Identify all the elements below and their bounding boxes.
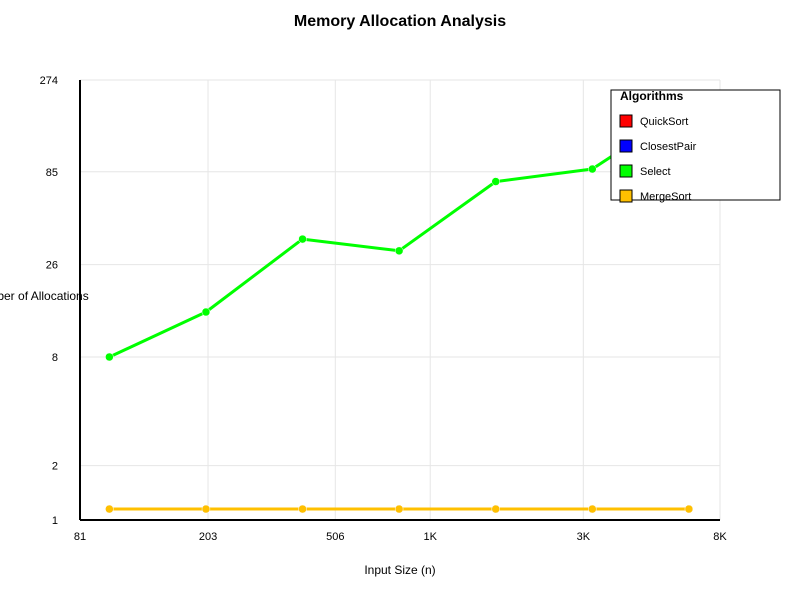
tick-labels: 81 203 506 1K 3K 8K 1 2 8 26 85 274 xyxy=(40,75,728,543)
x-tick-label: 8K xyxy=(713,531,727,543)
y-tick-label: 26 xyxy=(46,260,58,272)
y-tick-label: 8 xyxy=(52,352,58,364)
x-axis-label: Input Size (n) xyxy=(364,563,435,577)
data-point xyxy=(394,246,404,256)
data-point xyxy=(588,164,597,174)
x-tick-label: 3K xyxy=(577,531,591,543)
y-axis-label: Number of Allocations xyxy=(0,289,89,303)
legend-label: ClosestPair xyxy=(640,141,697,153)
legend-swatch xyxy=(619,189,633,203)
y-tick-label: 85 xyxy=(46,167,58,179)
data-point xyxy=(394,504,404,514)
data-point xyxy=(298,234,307,244)
legend-swatch xyxy=(619,164,633,178)
legend-label: QuickSort xyxy=(640,116,688,128)
data-point xyxy=(684,504,694,514)
x-tick-label: 506 xyxy=(326,531,344,543)
chart-title: Memory Allocation Analysis xyxy=(294,13,506,30)
legend-title: Algorithms xyxy=(620,89,684,103)
data-point xyxy=(491,177,500,186)
data-point xyxy=(201,504,211,514)
y-tick-label: 1 xyxy=(52,515,58,527)
legend-swatch xyxy=(619,139,633,153)
data-point xyxy=(105,504,114,514)
series-line-select xyxy=(108,104,690,359)
x-tick-label: 203 xyxy=(199,531,217,543)
legend: Algorithms QuickSort ClosestPair Select Mer… xyxy=(610,89,781,203)
y-tick-label: 2 xyxy=(52,461,58,473)
y-tick-label: 274 xyxy=(40,75,58,87)
series-lines xyxy=(105,101,694,514)
legend-box xyxy=(610,89,781,201)
data-point xyxy=(298,504,307,514)
data-point xyxy=(105,352,114,362)
legend-label: Select xyxy=(640,166,671,178)
axes xyxy=(79,80,720,521)
x-tick-label: 81 xyxy=(74,531,86,543)
legend-swatch xyxy=(619,114,633,128)
data-point xyxy=(201,307,211,317)
x-tick-label: 1K xyxy=(423,531,437,543)
data-point xyxy=(491,504,500,514)
data-point xyxy=(588,504,597,514)
legend-label: MergeSort xyxy=(640,191,691,203)
